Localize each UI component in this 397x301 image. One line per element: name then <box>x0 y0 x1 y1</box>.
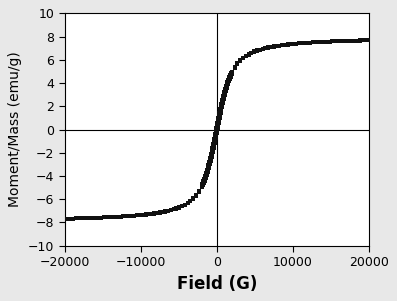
Y-axis label: Moment/Mass (emu/g): Moment/Mass (emu/g) <box>8 52 22 207</box>
X-axis label: Field (G): Field (G) <box>177 275 257 293</box>
